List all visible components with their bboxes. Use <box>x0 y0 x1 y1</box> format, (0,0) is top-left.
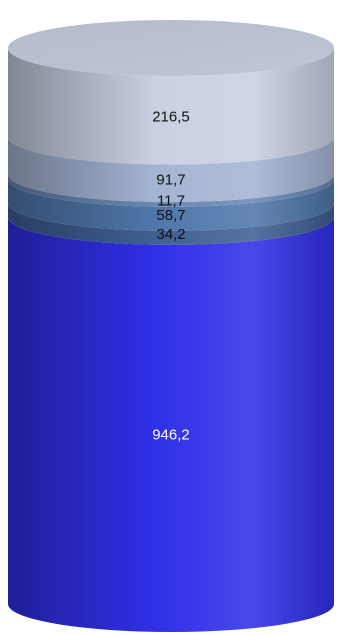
cylinder-top-cap <box>8 20 334 76</box>
data-label-5: 216,5 <box>152 108 190 125</box>
cylinder-segment-5 <box>8 48 334 165</box>
cylinder-segment-0 <box>8 216 334 632</box>
data-label-4: 91,7 <box>156 171 185 188</box>
cylinder-segment-2 <box>8 178 334 231</box>
cylinder-segments <box>8 20 334 632</box>
data-label-2: 58,7 <box>156 207 185 224</box>
data-label-3: 11,7 <box>157 193 185 210</box>
data-labels: 216,5 91,7 11,758,7 34,2 946,2 <box>152 108 190 443</box>
cylinder-segment-3 <box>8 174 334 207</box>
cylinder-segment-1 <box>8 202 334 245</box>
data-label-1: 34,2 <box>156 226 185 243</box>
data-label-0: 946,2 <box>152 427 190 444</box>
cylinder-segment-4 <box>8 136 334 203</box>
